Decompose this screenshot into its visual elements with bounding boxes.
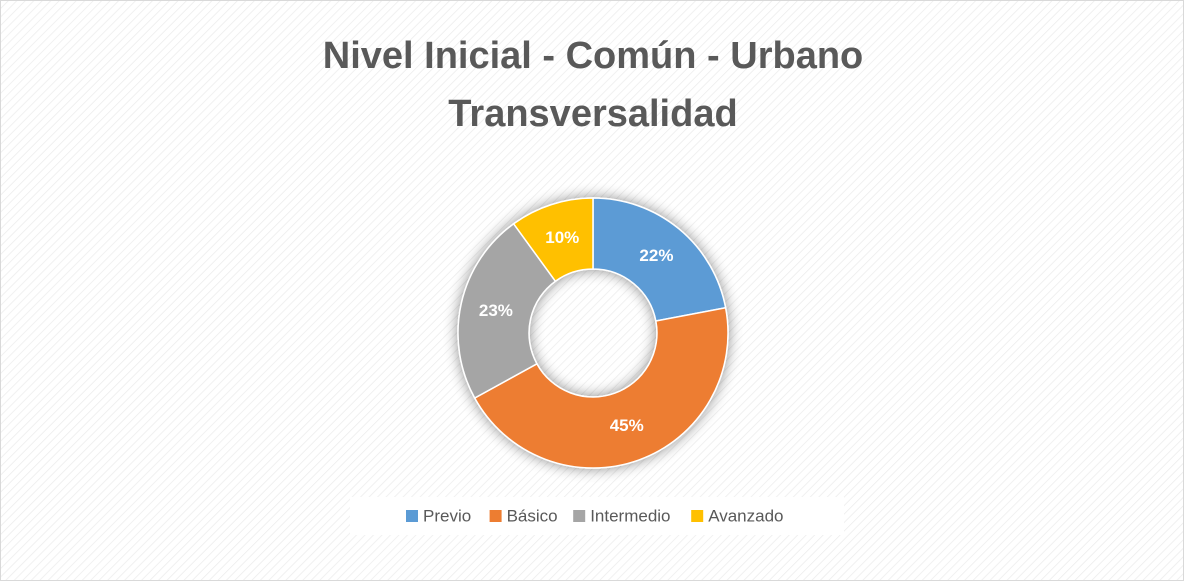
donut: [457, 197, 729, 469]
legend-background: [350, 497, 844, 535]
legend-swatch: [573, 510, 586, 522]
donut-slice: [473, 306, 729, 469]
chart-title: Transversalidad: [448, 93, 737, 135]
legend-label: Intermedio: [590, 506, 670, 525]
legend-label: Previo: [423, 506, 471, 525]
data-label: 22%: [639, 246, 673, 265]
data-label: 23%: [479, 301, 513, 320]
donut-slice: [592, 197, 727, 322]
donut-slice: [457, 222, 557, 400]
data-label: 45%: [610, 416, 644, 435]
legend-swatch: [691, 510, 704, 522]
legend-label: Básico: [507, 506, 558, 525]
donut-slice: [512, 197, 594, 283]
chart-title: Nivel Inicial - Común - Urbano: [323, 35, 864, 77]
legend-swatch: [406, 510, 418, 522]
data-label: 10%: [545, 228, 579, 247]
legend-label: Avanzado: [708, 506, 783, 525]
legend-swatch: [489, 510, 502, 522]
